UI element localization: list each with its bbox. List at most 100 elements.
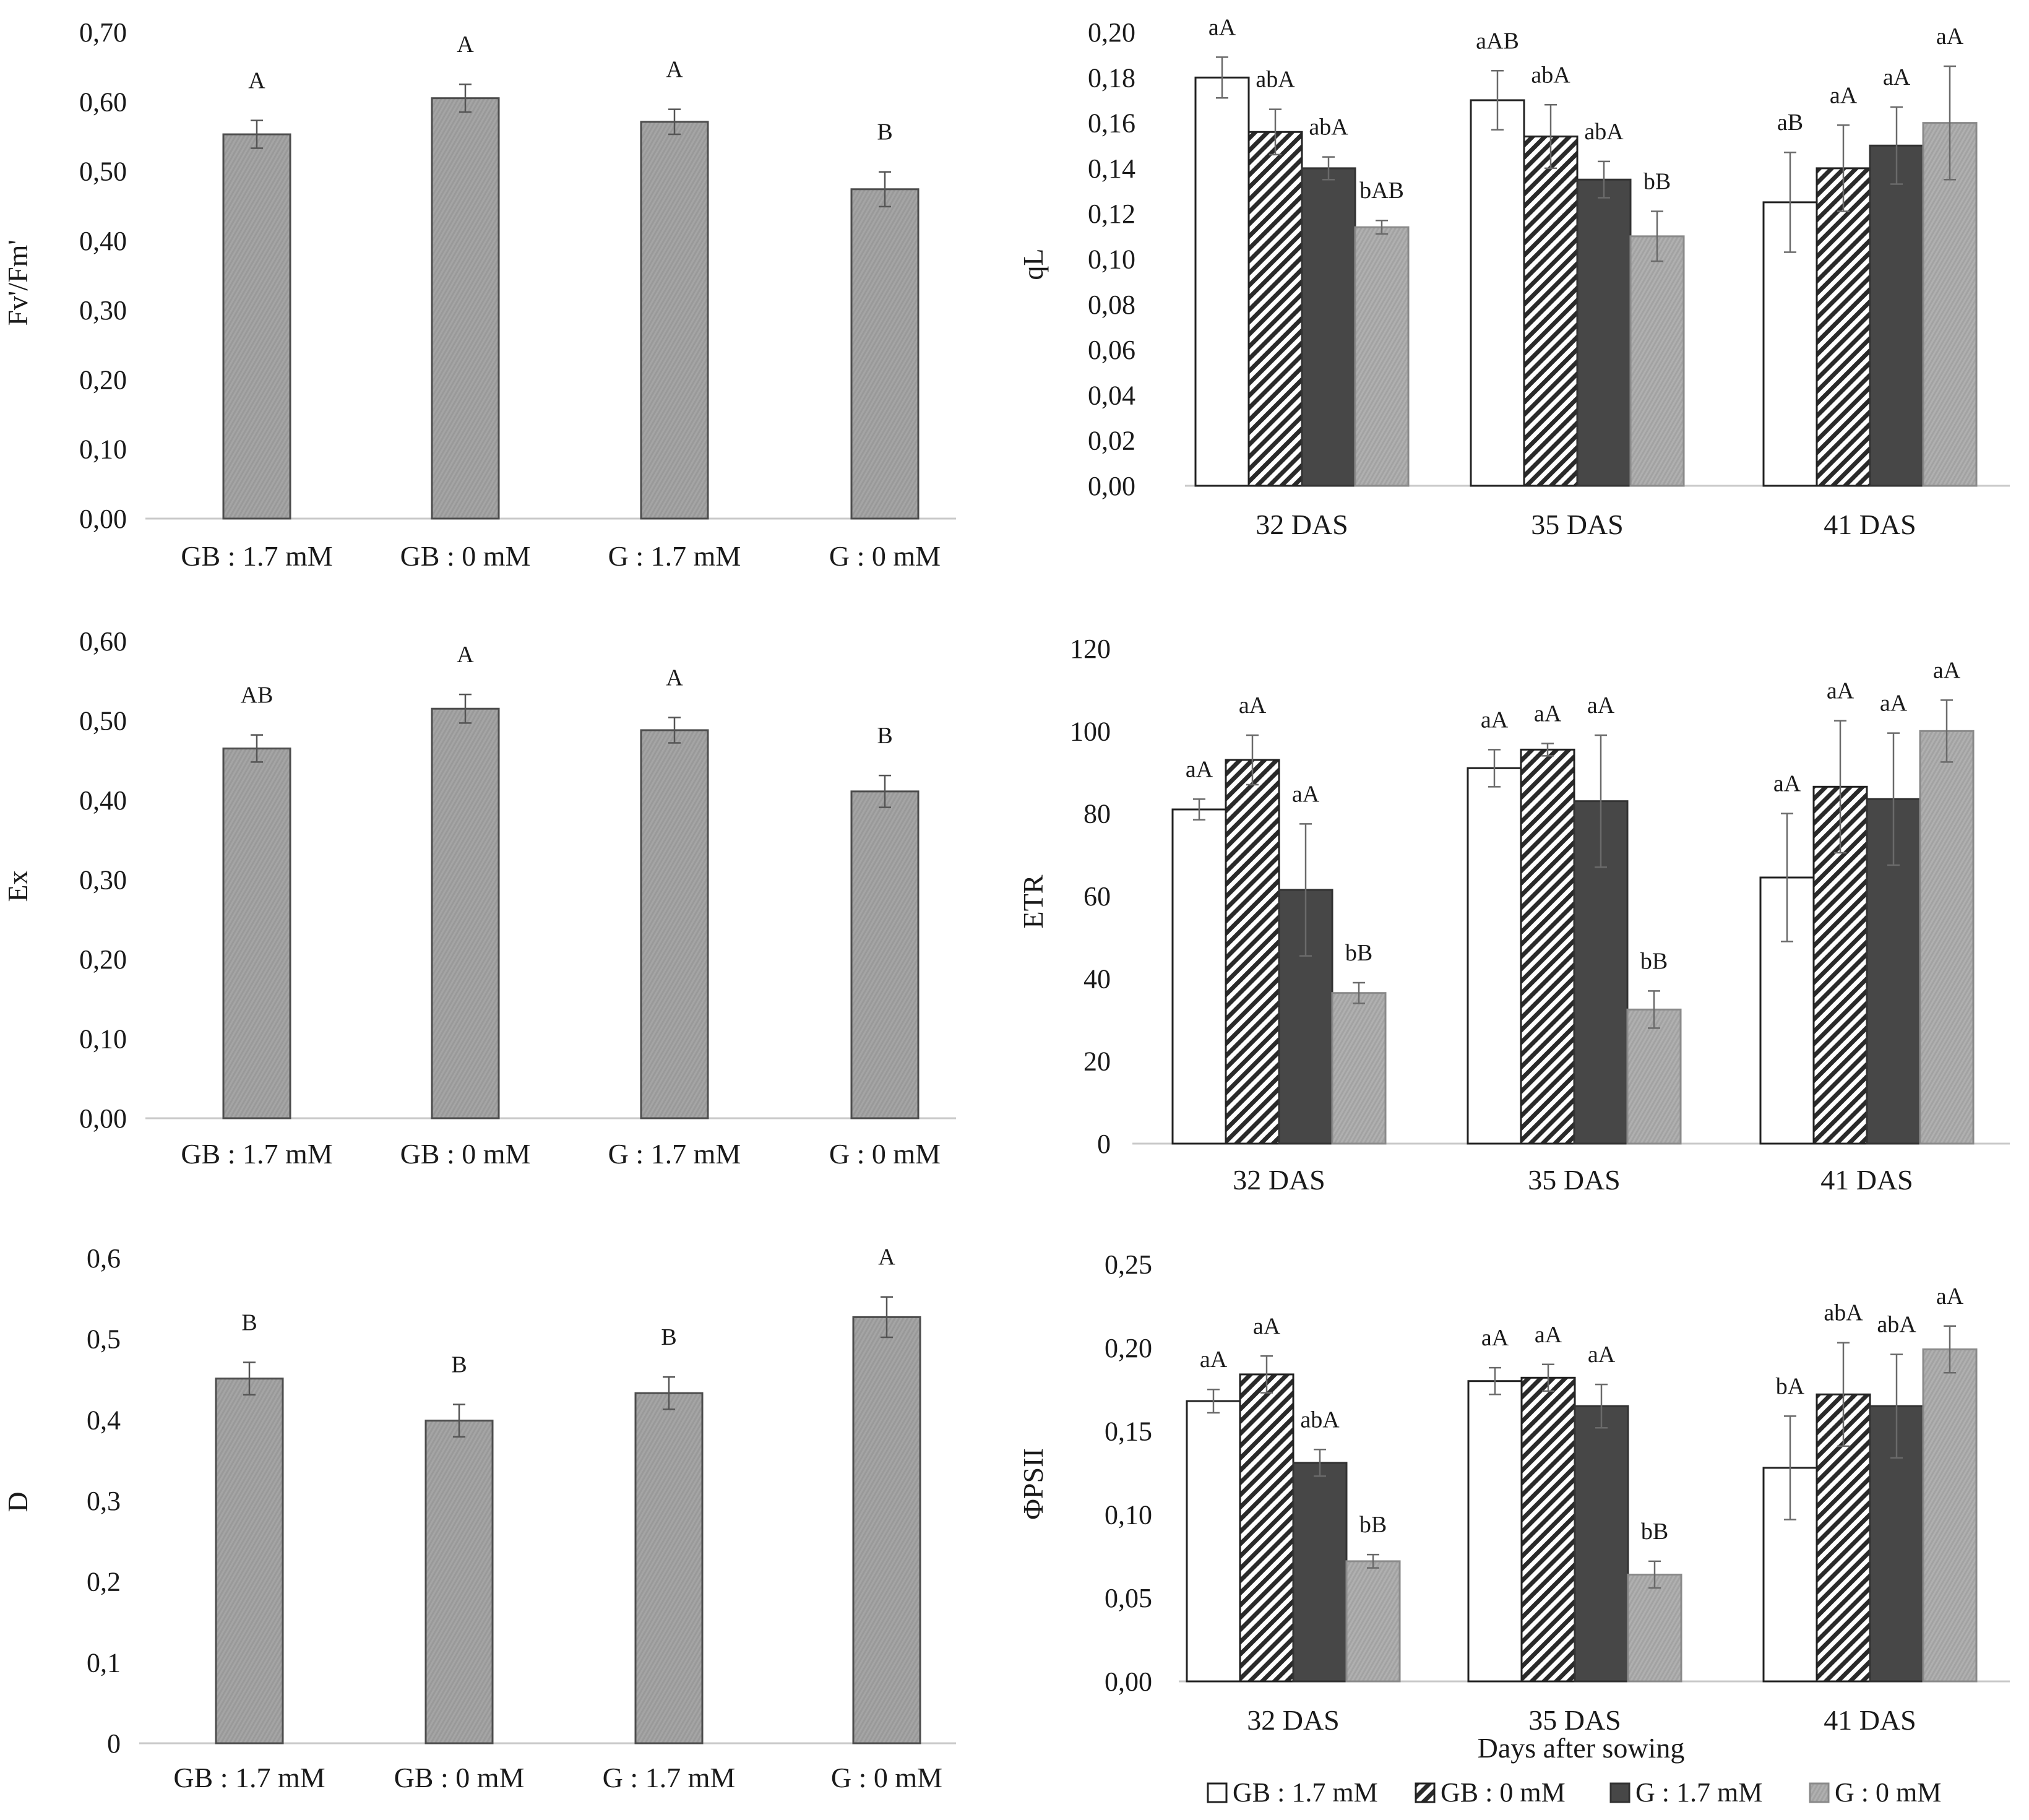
y-tick-label: 0,10 [1088, 244, 1135, 275]
y-tick-label: 20 [1083, 1046, 1111, 1077]
significance-letter: abA [1531, 62, 1570, 88]
y-tick-label: 0,04 [1088, 380, 1135, 410]
significance-letter: B [661, 1324, 676, 1350]
y-axis-title: Ex [2, 870, 33, 902]
bar [1301, 167, 1356, 487]
significance-letter: abA [1584, 119, 1624, 145]
x-tick-label: 41 DAS [1820, 1164, 1913, 1196]
y-tick-label: 0,20 [1105, 1333, 1152, 1363]
bar [850, 188, 920, 520]
significance-letter: bB [1640, 948, 1668, 974]
bar [1816, 167, 1871, 487]
bar [1354, 226, 1410, 487]
significance-letter: aAB [1476, 28, 1519, 54]
significance-letter: A [457, 32, 474, 58]
chart-phipsii: 0,00 0,05 0,10 0,15 0,20 0,25 ΦPSII aA aA abA bB 32… [1017, 1249, 2010, 1736]
y-tick-label: 0,6 [87, 1243, 121, 1274]
significance-letter: bA [1776, 1373, 1805, 1399]
bar [1627, 1573, 1682, 1683]
chart-etr: 0 20 40 60 80 100 120 ETR aA aA aA bB 32 DAS aA aA aA bB… [1017, 634, 2010, 1196]
x-axis-title: Days after sowing [1478, 1732, 1685, 1764]
legend-label: GB : 1.7 mM [1233, 1777, 1378, 1808]
y-tick-label: 0,60 [79, 626, 127, 657]
x-tick-label: GB : 1.7 mM [173, 1762, 325, 1793]
bar [1247, 131, 1303, 487]
x-tick-label: GB : 1.7 mM [181, 1138, 332, 1170]
significance-letter: A [248, 68, 265, 94]
y-tick-label: 0,50 [79, 157, 127, 187]
x-tick-label: 32 DAS [1233, 1164, 1325, 1196]
significance-letter: aA [1587, 692, 1615, 718]
significance-letter: bB [1641, 1519, 1668, 1545]
bar [1467, 1380, 1523, 1683]
y-axis-title: qL [1017, 248, 1049, 280]
significance-letter: B [451, 1352, 467, 1378]
significance-letter: abA [1824, 1300, 1863, 1326]
significance-letter: aA [1883, 64, 1911, 90]
legend-label: G : 0 mM [1835, 1777, 1941, 1808]
significance-letter: A [666, 665, 683, 691]
significance-letter: aA [1534, 701, 1562, 727]
significance-letter: abA [1256, 67, 1295, 93]
significance-letter: aA [1830, 82, 1858, 108]
y-axis-title: Fv'/Fm' [2, 239, 33, 326]
x-tick-label: G : 0 mM [829, 1138, 941, 1170]
legend-label: G : 1.7 mM [1635, 1777, 1762, 1808]
y-axis-title: ΦPSII [1017, 1448, 1049, 1519]
y-tick-label: 80 [1083, 799, 1111, 829]
y-tick-label: 0,60 [79, 87, 127, 117]
bar [1239, 1373, 1295, 1683]
significance-letter: B [241, 1310, 257, 1336]
x-tick-label: G : 1.7 mM [608, 1138, 741, 1170]
y-tick-label: 0,10 [1105, 1499, 1152, 1530]
significance-letter: aA [1481, 707, 1509, 733]
significance-letter: abA [1309, 114, 1348, 140]
significance-letter: A [666, 57, 683, 83]
significance-letter: aA [1253, 1313, 1281, 1339]
y-tick-label: 0,10 [79, 1024, 127, 1054]
y-tick-label: 0,1 [87, 1647, 121, 1678]
bar [424, 1420, 494, 1745]
y-tick-label: 0,14 [1088, 153, 1135, 184]
significance-letter: aA [1239, 692, 1267, 718]
x-tick-label: 35 DAS [1531, 509, 1624, 540]
bar [1467, 767, 1522, 1145]
y-tick-label: 0,08 [1088, 290, 1135, 320]
legend-swatch [1809, 1782, 1830, 1803]
significance-letter: A [878, 1244, 895, 1270]
y-tick-label: 0,10 [79, 434, 127, 465]
y-tick-label: 0,20 [79, 364, 127, 395]
x-tick-label: G : 1.7 mM [608, 540, 741, 572]
y-tick-label: 0,40 [79, 226, 127, 256]
significance-letter: aA [1936, 1283, 1964, 1309]
bar [1576, 178, 1632, 487]
y-tick-label: 0,50 [79, 706, 127, 736]
significance-letter: aB [1777, 110, 1803, 136]
bar [1186, 1400, 1241, 1683]
legend-swatch [1207, 1782, 1228, 1803]
significance-letter: AB [241, 683, 274, 709]
significance-letter: aA [1588, 1342, 1616, 1368]
y-tick-label: 0,02 [1088, 426, 1135, 456]
y-tick-label: 40 [1083, 964, 1111, 994]
significance-letter: abA [1877, 1312, 1916, 1338]
bar [1171, 808, 1227, 1145]
y-tick-label: 0,00 [79, 504, 127, 534]
bar [222, 747, 291, 1119]
legend-label: GB : 0 mM [1441, 1777, 1566, 1808]
y-tick-label: 0 [1097, 1129, 1111, 1159]
y-tick-label: 0,4 [87, 1405, 121, 1435]
x-tick-label: 41 DAS [1824, 509, 1916, 540]
bar [640, 121, 709, 520]
x-tick-label: 41 DAS [1824, 1704, 1916, 1736]
y-tick-label: 0,15 [1105, 1417, 1152, 1447]
significance-letter: B [877, 723, 892, 749]
legend-swatch [1609, 1782, 1631, 1803]
bar [1629, 235, 1685, 487]
y-tick-label: 0,00 [1088, 471, 1135, 501]
bar [215, 1378, 284, 1745]
bar [1292, 1462, 1348, 1683]
y-tick-label: 0,00 [79, 1103, 127, 1134]
y-tick-label: 0,06 [1088, 335, 1135, 365]
